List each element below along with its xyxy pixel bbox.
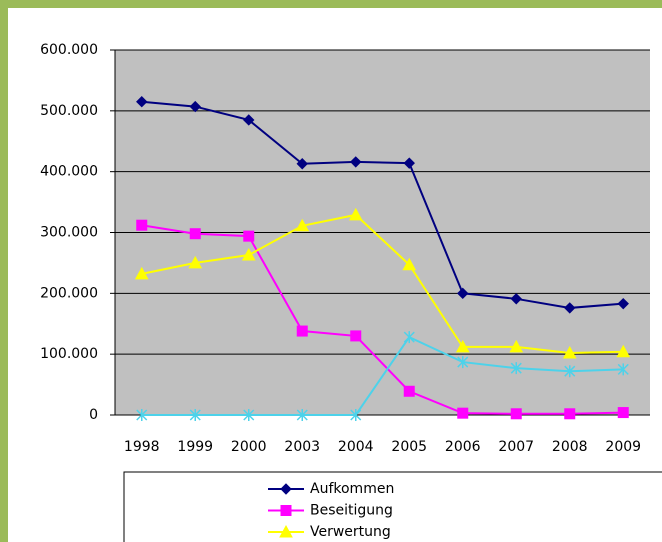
x-tick-label: 2004 (338, 439, 374, 455)
series-line (141, 213, 624, 354)
point (564, 302, 576, 314)
x-tick-label: 2006 (445, 439, 481, 455)
point (241, 247, 256, 261)
x-tick-label: 1999 (177, 439, 213, 455)
point (510, 408, 522, 420)
y-tick-label: 600.000 (40, 42, 98, 58)
point (617, 363, 629, 376)
x-tick-label: 1998 (124, 439, 160, 455)
point (564, 365, 576, 378)
point (296, 409, 308, 421)
point (617, 407, 629, 419)
point (188, 255, 203, 269)
point (348, 207, 363, 221)
legend-marker (279, 524, 293, 538)
y-tick-label: 200.000 (40, 285, 98, 301)
point (350, 156, 362, 168)
y-tick-label: 0 (89, 407, 98, 423)
point (455, 339, 470, 353)
point (457, 287, 469, 300)
point (189, 409, 201, 421)
point (243, 409, 255, 421)
point (295, 218, 310, 232)
legend-label: Aufkommen (310, 481, 394, 497)
x-tick-label: 2000 (231, 439, 267, 455)
x-tick-label: 2005 (391, 439, 427, 455)
legend-marker (280, 483, 292, 495)
point (189, 100, 201, 113)
legend-box (123, 471, 662, 542)
point (403, 331, 415, 344)
y-tick-label: 500.000 (40, 103, 98, 119)
point (296, 158, 308, 170)
point (457, 356, 469, 369)
point (617, 297, 629, 310)
x-tick-label: 2003 (284, 439, 320, 455)
series-line (141, 224, 624, 415)
point (403, 385, 415, 397)
series-line (141, 335, 624, 416)
legend-label: Verwertung (310, 524, 391, 540)
series-line (141, 100, 624, 309)
x-tick-label: 2008 (552, 439, 588, 455)
point (243, 114, 255, 126)
y-tick-label: 100.000 (40, 346, 98, 362)
x-tick-label: 2009 (605, 439, 641, 455)
point (350, 409, 362, 421)
point (510, 362, 522, 375)
point (243, 230, 255, 242)
point (616, 344, 631, 358)
point (134, 266, 149, 280)
point (136, 409, 148, 421)
point (296, 325, 308, 337)
point (350, 330, 362, 342)
point (402, 257, 417, 271)
point (509, 339, 524, 353)
point (564, 408, 576, 420)
point (457, 407, 469, 419)
point (403, 157, 415, 169)
point (136, 219, 148, 231)
legend-label: Beseitigung (310, 503, 393, 519)
point (510, 293, 522, 305)
point (562, 345, 577, 359)
x-tick-label: 2007 (498, 439, 534, 455)
y-tick-label: 300.000 (40, 225, 98, 241)
y-tick-label: 400.000 (40, 164, 98, 180)
point (136, 96, 148, 108)
legend-marker (280, 505, 292, 516)
point (189, 228, 201, 240)
